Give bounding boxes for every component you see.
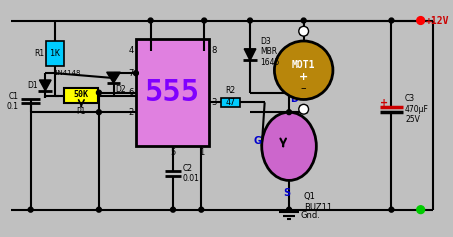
Text: Q1
BUZ11: Q1 BUZ11 bbox=[304, 192, 332, 211]
FancyBboxPatch shape bbox=[136, 39, 209, 146]
Polygon shape bbox=[107, 72, 120, 83]
Text: MOT1: MOT1 bbox=[292, 60, 315, 70]
Circle shape bbox=[389, 207, 394, 212]
Text: 8: 8 bbox=[211, 46, 217, 55]
Circle shape bbox=[299, 26, 308, 36]
Text: 5: 5 bbox=[170, 148, 176, 157]
Circle shape bbox=[199, 207, 204, 212]
Circle shape bbox=[299, 104, 308, 114]
Circle shape bbox=[389, 18, 394, 23]
Text: C3
470μF
25V: C3 470μF 25V bbox=[405, 94, 429, 124]
Text: G: G bbox=[254, 137, 262, 146]
FancyBboxPatch shape bbox=[221, 98, 240, 107]
Text: –: – bbox=[301, 83, 307, 93]
Circle shape bbox=[148, 18, 153, 23]
Circle shape bbox=[275, 41, 333, 100]
Circle shape bbox=[417, 206, 424, 214]
Circle shape bbox=[301, 18, 306, 23]
Circle shape bbox=[287, 110, 291, 115]
Circle shape bbox=[417, 17, 424, 24]
Text: 1N4148: 1N4148 bbox=[53, 70, 81, 76]
Text: +12V: +12V bbox=[425, 15, 449, 26]
Circle shape bbox=[171, 207, 175, 212]
Circle shape bbox=[28, 207, 33, 212]
Circle shape bbox=[134, 71, 138, 76]
Text: 3: 3 bbox=[211, 98, 217, 107]
Text: +: + bbox=[299, 72, 308, 82]
Text: Gnd.: Gnd. bbox=[301, 211, 321, 220]
Text: 50K: 50K bbox=[74, 90, 89, 99]
Text: D: D bbox=[290, 94, 298, 104]
FancyBboxPatch shape bbox=[46, 41, 64, 66]
Text: R1: R1 bbox=[34, 49, 44, 58]
Text: –: – bbox=[425, 203, 432, 216]
Text: C2
0.01: C2 0.01 bbox=[183, 164, 200, 183]
Circle shape bbox=[248, 18, 252, 23]
Text: P1: P1 bbox=[77, 107, 86, 116]
Text: D1: D1 bbox=[27, 81, 38, 90]
Text: 7: 7 bbox=[129, 69, 134, 78]
Text: +: + bbox=[380, 98, 388, 108]
Text: 2: 2 bbox=[129, 108, 134, 117]
Text: 1K: 1K bbox=[50, 49, 60, 58]
Text: 47: 47 bbox=[226, 98, 236, 107]
FancyBboxPatch shape bbox=[64, 88, 98, 103]
Text: S: S bbox=[284, 188, 291, 198]
Circle shape bbox=[96, 90, 101, 95]
Circle shape bbox=[96, 207, 101, 212]
Text: 1: 1 bbox=[199, 148, 204, 157]
Circle shape bbox=[202, 18, 207, 23]
Text: C1
0.1: C1 0.1 bbox=[7, 92, 19, 111]
Ellipse shape bbox=[262, 112, 316, 180]
Text: 555: 555 bbox=[145, 78, 200, 107]
Polygon shape bbox=[39, 80, 51, 91]
Polygon shape bbox=[244, 49, 256, 60]
Circle shape bbox=[287, 207, 291, 212]
Text: D3
MBR
1645: D3 MBR 1645 bbox=[260, 37, 279, 67]
Text: D2: D2 bbox=[116, 85, 126, 94]
Text: 6: 6 bbox=[129, 88, 134, 97]
Text: 4: 4 bbox=[129, 46, 134, 55]
Circle shape bbox=[96, 110, 101, 115]
Text: R2: R2 bbox=[226, 86, 236, 95]
